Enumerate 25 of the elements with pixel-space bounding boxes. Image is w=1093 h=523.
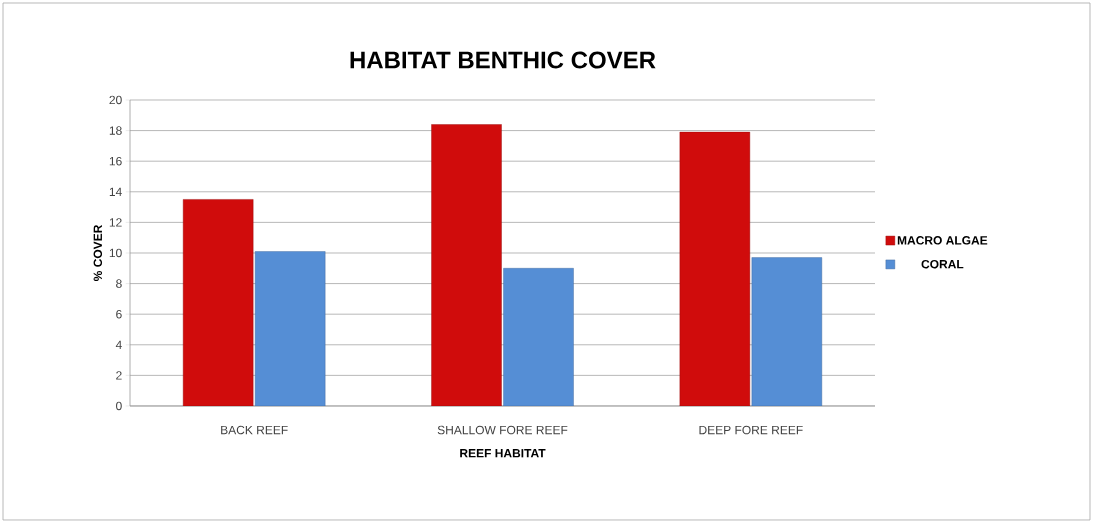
x-tick-label: SHALLOW FORE REEF [437,425,568,435]
y-tick-label: 20 [109,95,122,105]
y-tick-label: 8 [116,279,122,288]
y-axis-title: % COVER [93,224,103,282]
y-tick-label: 18 [109,126,122,135]
bar [679,131,751,406]
legend-label: CORAL [921,259,964,269]
bar [254,251,326,406]
x-tick-label: BACK REEF [221,425,288,435]
y-tick-label: 6 [116,309,122,319]
y-tick-label: 12 [109,218,122,227]
bar [503,268,574,406]
y-tick-label: 4 [115,340,122,349]
x-tick-label: DEEP FORE REEF [699,425,803,435]
legend-label: MACRO ALGAE [897,236,988,245]
y-tick-label: 10 [109,248,122,258]
bar [182,199,254,406]
y-tick-label: 16 [109,156,122,166]
chart-title: HABITAT BENTHIC COVER [350,51,656,69]
bar [751,257,823,406]
y-tick-label: 0 [116,401,122,411]
y-tick-label: 2 [116,371,122,380]
bar [431,124,502,406]
y-tick-label: 14 [109,187,122,196]
x-axis-title: REEF HABITAT [460,449,546,458]
